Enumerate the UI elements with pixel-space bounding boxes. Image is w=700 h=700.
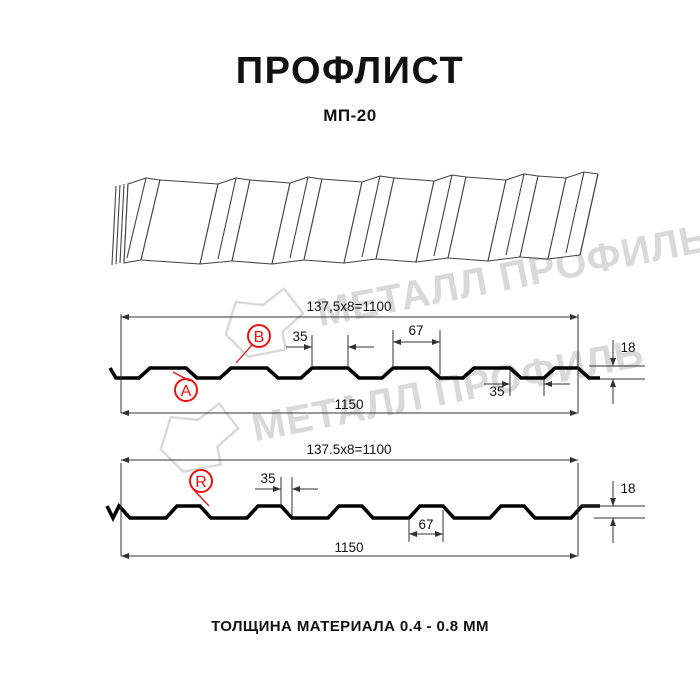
material-thickness-note: ТОЛЩИНА МАТЕРИАЛА 0.4 - 0.8 ММ: [211, 618, 489, 635]
dim-pitch-top: 137,5x8=1100: [121, 299, 578, 320]
callout-r-label: R: [195, 474, 207, 491]
dim-crest-top-lower: 35: [484, 370, 570, 399]
dim-height-top-label: 18: [620, 340, 635, 355]
dim-overall-top-label: 1150: [334, 397, 363, 412]
dim-crest-bottom-label: 35: [260, 471, 275, 486]
dim-crest-top-upper-label: 35: [292, 329, 307, 344]
watermark-text-lower: МЕТАЛЛ ПРОФИЛЬ: [248, 331, 647, 450]
dim-valley-bottom-label: 67: [418, 517, 433, 532]
callout-r[interactable]: R: [189, 469, 213, 507]
dim-pitch-bottom-label: 137.5x8=1100: [307, 442, 392, 457]
cross-section-bottom: 137.5x8=1100 35: [105, 442, 645, 559]
callout-b[interactable]: B: [235, 324, 271, 364]
dim-crest-bottom: 35: [255, 471, 318, 516]
profile-outline-top: [108, 366, 600, 380]
dim-height-top: 18: [589, 340, 645, 404]
dim-valley-top: 67: [392, 323, 441, 375]
dim-pitch-bottom: 137.5x8=1100: [121, 442, 578, 463]
dim-height-bottom: 18: [582, 481, 645, 543]
metall-profil-logo-icon-2: [159, 401, 240, 473]
dim-valley-top-label: 67: [408, 323, 423, 338]
callout-b-label: B: [254, 329, 265, 346]
watermark-lower: МЕТАЛЛ ПРОФИЛЬ: [159, 331, 648, 473]
dim-valley-bottom: 67: [408, 510, 444, 542]
profile-outline-bottom: [105, 502, 600, 523]
dim-height-bottom-label: 18: [620, 481, 635, 496]
callout-r-circle: [189, 469, 213, 493]
dim-overall-bottom: 1150: [121, 540, 578, 559]
dim-overall-bottom-label: 1150: [334, 540, 363, 555]
dim-pitch-top-label: 137,5x8=1100: [307, 299, 392, 314]
dim-overall-top: 1150: [121, 397, 578, 416]
dim-crest-top-lower-label: 35: [489, 384, 504, 399]
cross-section-top: 137,5x8=1100 35: [108, 299, 645, 416]
metall-profil-logo-icon: [224, 286, 305, 358]
isometric-profile-view: [111, 171, 599, 266]
callout-a-circle: [174, 378, 198, 402]
callout-b-circle: [247, 324, 271, 348]
callout-a[interactable]: A: [172, 371, 198, 402]
dim-crest-top-upper: 35: [286, 329, 374, 366]
callout-a-label: A: [181, 383, 192, 400]
